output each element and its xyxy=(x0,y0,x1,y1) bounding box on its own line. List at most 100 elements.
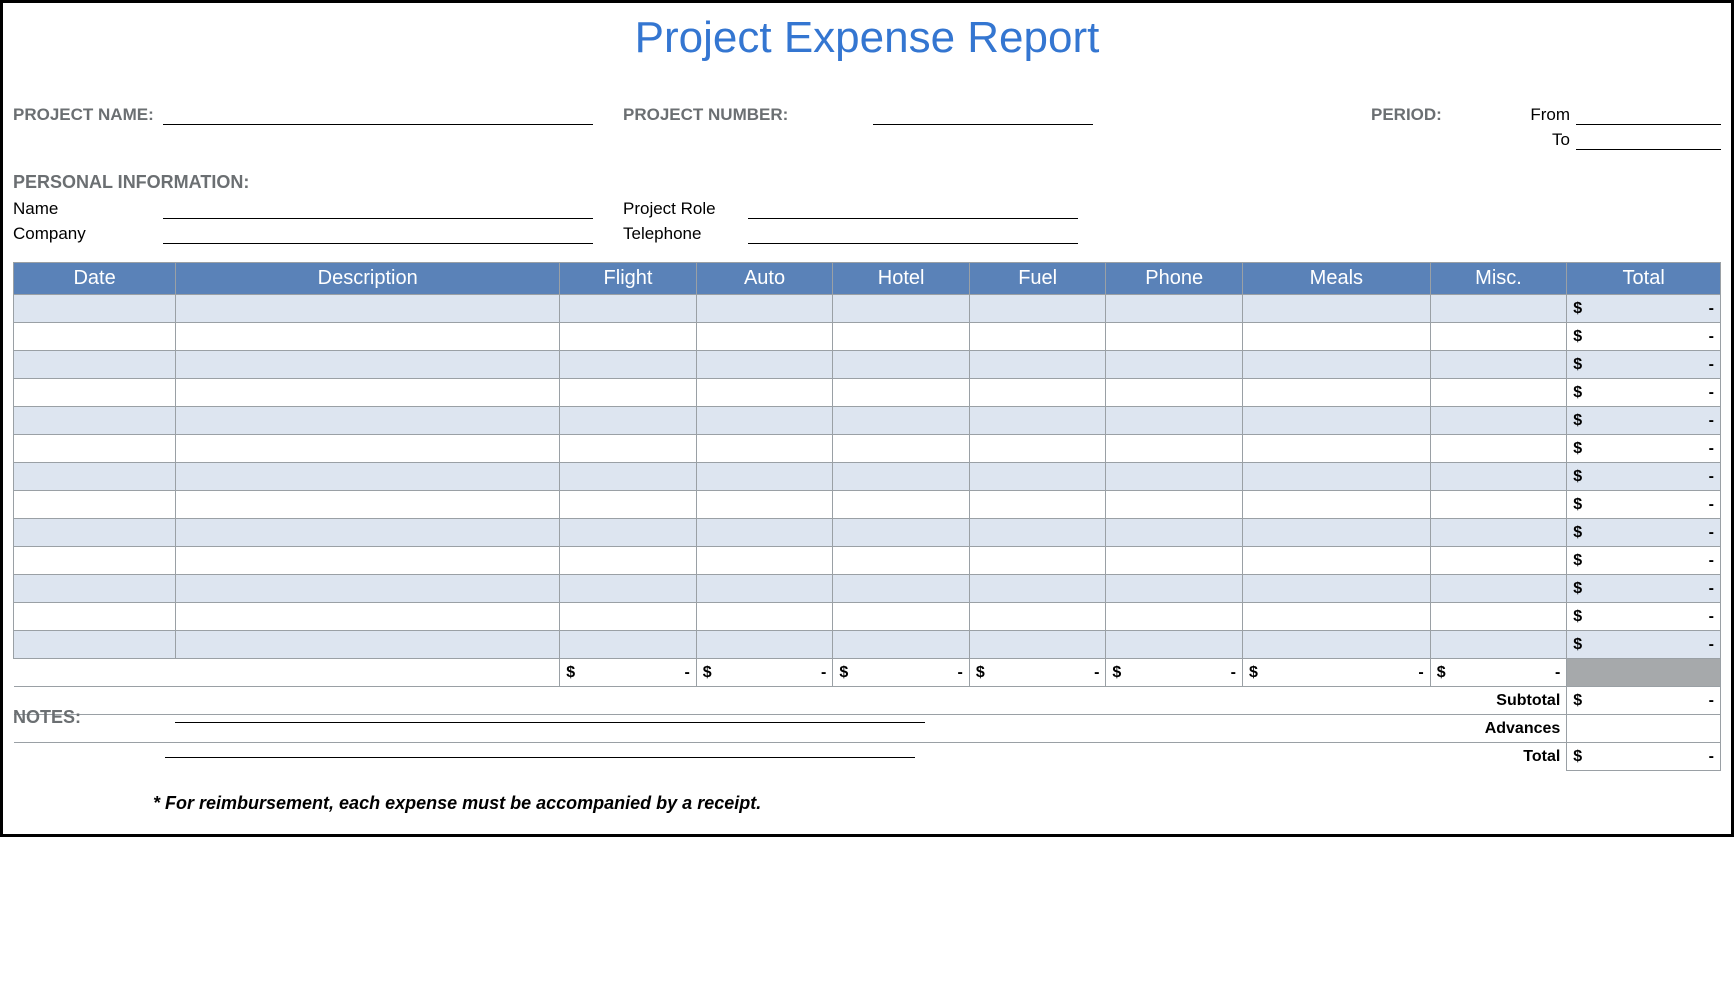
cell[interactable] xyxy=(1242,351,1430,379)
cell[interactable] xyxy=(696,407,833,435)
cell[interactable] xyxy=(696,491,833,519)
project-name-input[interactable] xyxy=(163,103,593,125)
cell[interactable] xyxy=(560,295,697,323)
cell[interactable] xyxy=(176,463,560,491)
cell[interactable] xyxy=(696,547,833,575)
notes-line-1[interactable] xyxy=(175,699,925,723)
cell[interactable] xyxy=(1242,491,1430,519)
cell[interactable] xyxy=(1242,407,1430,435)
cell[interactable] xyxy=(1430,575,1567,603)
cell[interactable] xyxy=(560,631,697,659)
cell[interactable] xyxy=(14,295,176,323)
cell[interactable] xyxy=(176,323,560,351)
cell[interactable] xyxy=(969,547,1106,575)
project-role-input[interactable] xyxy=(748,197,1078,219)
cell[interactable] xyxy=(1242,547,1430,575)
cell[interactable] xyxy=(176,407,560,435)
cell[interactable] xyxy=(176,379,560,407)
cell[interactable] xyxy=(969,519,1106,547)
cell[interactable] xyxy=(833,547,970,575)
cell[interactable] xyxy=(1430,435,1567,463)
cell[interactable] xyxy=(1242,295,1430,323)
telephone-input[interactable] xyxy=(748,222,1078,244)
cell[interactable] xyxy=(176,575,560,603)
cell[interactable] xyxy=(14,603,176,631)
cell[interactable] xyxy=(833,407,970,435)
cell[interactable] xyxy=(1242,463,1430,491)
cell[interactable] xyxy=(1106,407,1243,435)
cell[interactable] xyxy=(696,295,833,323)
cell[interactable] xyxy=(833,519,970,547)
cell[interactable] xyxy=(14,519,176,547)
cell[interactable] xyxy=(696,379,833,407)
cell[interactable] xyxy=(176,519,560,547)
cell[interactable] xyxy=(14,351,176,379)
cell[interactable] xyxy=(176,631,560,659)
cell[interactable] xyxy=(696,351,833,379)
cell[interactable] xyxy=(176,295,560,323)
cell[interactable] xyxy=(1106,435,1243,463)
cell[interactable] xyxy=(14,491,176,519)
cell[interactable] xyxy=(560,435,697,463)
cell[interactable] xyxy=(1106,323,1243,351)
cell[interactable] xyxy=(969,603,1106,631)
cell[interactable] xyxy=(969,435,1106,463)
cell[interactable] xyxy=(560,407,697,435)
cell[interactable] xyxy=(1106,631,1243,659)
cell[interactable] xyxy=(833,491,970,519)
cell[interactable] xyxy=(969,491,1106,519)
cell[interactable] xyxy=(1430,631,1567,659)
cell[interactable] xyxy=(969,351,1106,379)
cell[interactable] xyxy=(14,407,176,435)
cell[interactable] xyxy=(14,463,176,491)
cell[interactable] xyxy=(1430,351,1567,379)
cell[interactable] xyxy=(560,379,697,407)
cell[interactable] xyxy=(560,351,697,379)
cell[interactable] xyxy=(969,631,1106,659)
cell[interactable] xyxy=(176,603,560,631)
cell[interactable] xyxy=(833,603,970,631)
cell[interactable] xyxy=(14,323,176,351)
cell[interactable] xyxy=(1430,547,1567,575)
cell[interactable] xyxy=(1106,379,1243,407)
cell[interactable] xyxy=(1242,435,1430,463)
cell[interactable] xyxy=(560,463,697,491)
cell[interactable] xyxy=(969,407,1106,435)
cell[interactable] xyxy=(1242,603,1430,631)
name-input[interactable] xyxy=(163,197,593,219)
cell[interactable] xyxy=(833,351,970,379)
cell[interactable] xyxy=(833,575,970,603)
cell[interactable] xyxy=(969,295,1106,323)
cell[interactable] xyxy=(176,351,560,379)
cell[interactable] xyxy=(833,379,970,407)
cell[interactable] xyxy=(1242,323,1430,351)
notes-line-2[interactable] xyxy=(165,734,915,758)
cell[interactable] xyxy=(14,575,176,603)
company-input[interactable] xyxy=(163,222,593,244)
cell[interactable] xyxy=(696,603,833,631)
cell[interactable] xyxy=(1430,463,1567,491)
cell[interactable] xyxy=(696,323,833,351)
cell[interactable] xyxy=(969,463,1106,491)
cell[interactable] xyxy=(14,379,176,407)
period-from-input[interactable] xyxy=(1576,103,1721,125)
cell[interactable] xyxy=(1430,603,1567,631)
cell[interactable] xyxy=(696,463,833,491)
cell[interactable] xyxy=(1430,519,1567,547)
cell[interactable] xyxy=(1106,491,1243,519)
cell[interactable] xyxy=(833,295,970,323)
cell[interactable] xyxy=(969,379,1106,407)
cell[interactable] xyxy=(969,575,1106,603)
cell[interactable] xyxy=(833,631,970,659)
cell[interactable] xyxy=(696,575,833,603)
cell[interactable] xyxy=(176,491,560,519)
project-number-input[interactable] xyxy=(873,103,1093,125)
cell[interactable] xyxy=(1242,379,1430,407)
cell[interactable] xyxy=(833,435,970,463)
cell[interactable] xyxy=(1106,519,1243,547)
cell[interactable] xyxy=(1430,491,1567,519)
cell[interactable] xyxy=(1430,295,1567,323)
cell[interactable] xyxy=(14,631,176,659)
cell[interactable] xyxy=(696,631,833,659)
cell[interactable] xyxy=(833,323,970,351)
